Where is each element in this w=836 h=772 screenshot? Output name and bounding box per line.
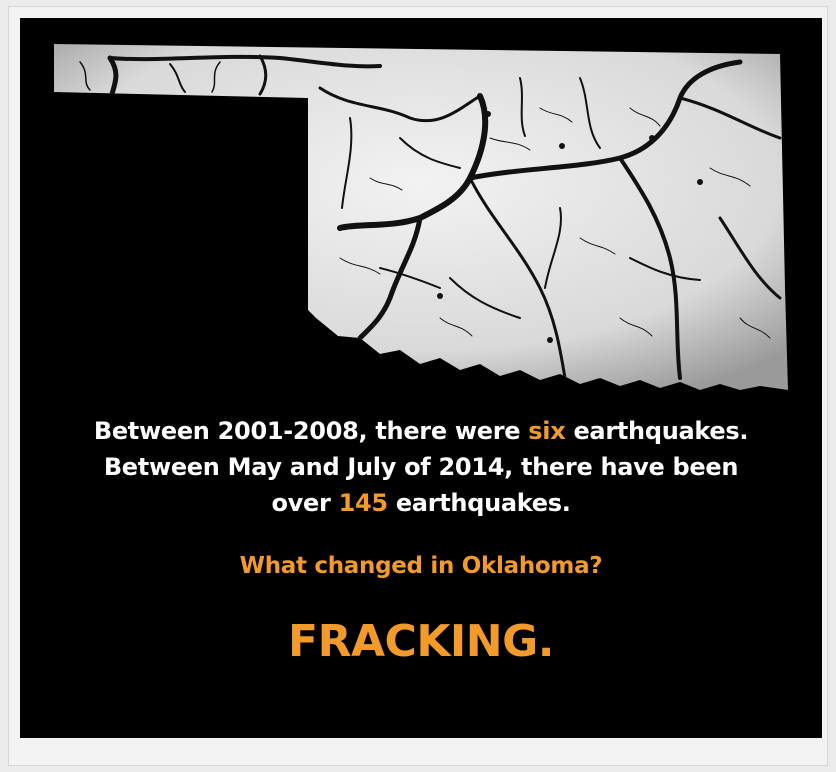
caption-line-2: Between May and July of 2014, there have…: [103, 453, 739, 481]
poster-image: Between 2001-2008, there were six earthq…: [20, 18, 822, 738]
line1-after: earthquakes.: [565, 417, 749, 445]
caption-line-3: over 145 earthquakes.: [20, 485, 822, 521]
oklahoma-cracked-map-icon: [54, 44, 788, 390]
line1-before: Between 2001-2008, there were: [93, 417, 529, 445]
question-text: What changed in Oklahoma?: [239, 553, 603, 579]
line1-highlight: six: [528, 417, 566, 445]
answer-text: FRACKING.: [288, 616, 554, 667]
line3-before: over: [271, 489, 339, 517]
line3-highlight: 145: [338, 489, 389, 517]
caption-line-1: Between 2001-2008, there were six earthq…: [20, 413, 822, 449]
line3-after: earthquakes.: [387, 489, 571, 517]
caption-block: Between 2001-2008, there were six earthq…: [20, 413, 822, 667]
